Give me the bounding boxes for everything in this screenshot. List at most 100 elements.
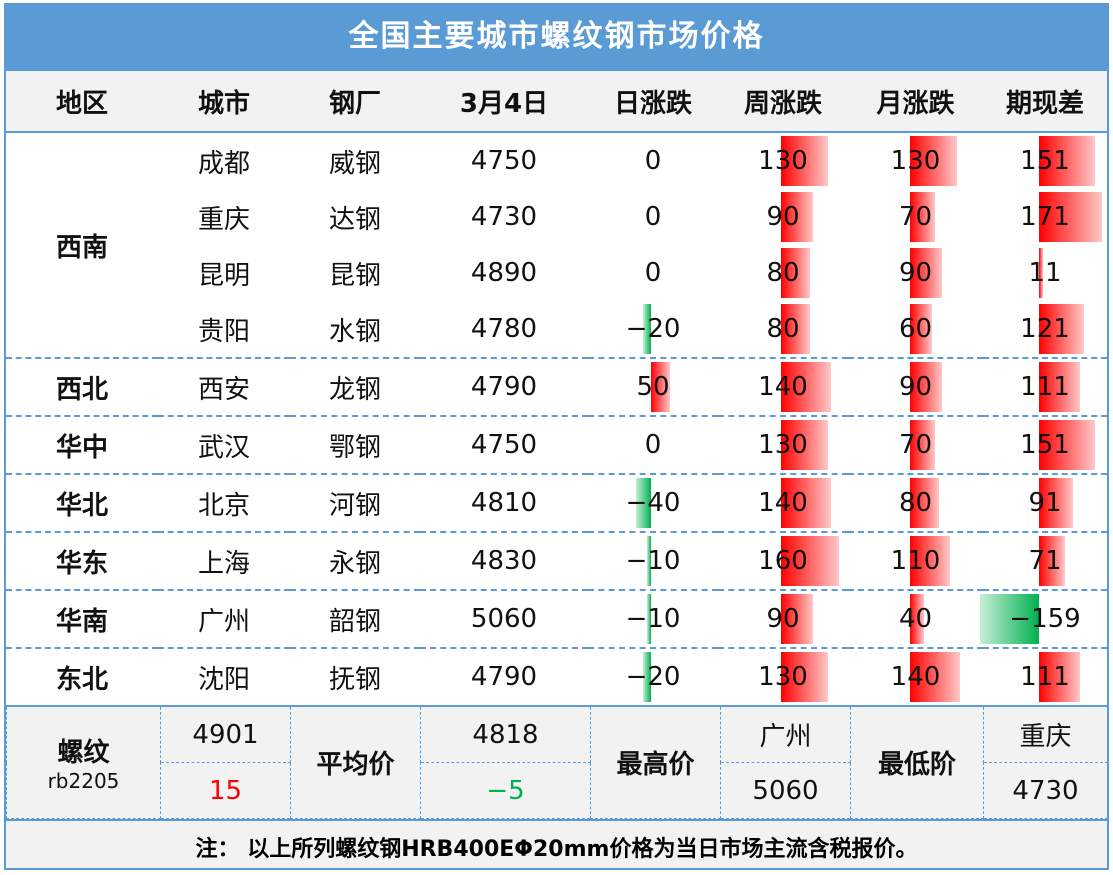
positive-data-bar (910, 536, 950, 586)
day-change-cell: 0 (588, 189, 718, 245)
table-row: 昆明 昆钢 4890 0 80 90 11 (6, 245, 1107, 301)
positive-data-bar (1039, 652, 1081, 702)
change-value: −40 (625, 488, 681, 518)
positive-data-bar (781, 536, 839, 586)
positive-data-bar (781, 362, 832, 412)
region-cell: 华东 (6, 531, 158, 590)
change-value: 70 (898, 430, 933, 460)
day-change-cell: −10 (588, 589, 718, 648)
high-price: 5060 (720, 762, 851, 819)
change-value: −20 (625, 314, 681, 344)
change-value: 40 (898, 604, 933, 634)
month-change-cell: 70 (848, 415, 983, 474)
positive-data-bar (781, 478, 832, 528)
price-table: 地区 城市 钢厂 3月4日 日涨跌 周涨跌 月涨跌 期现差 西南 成都 威钢 4750… (6, 69, 1107, 705)
week-change-cell: 140 (718, 357, 848, 416)
positive-data-bar (910, 362, 943, 412)
mill-cell: 昆钢 (328, 260, 381, 291)
table-row: 西南 成都 威钢 4750 0 130 130 151 (6, 132, 1107, 263)
change-value: 110 (890, 546, 941, 576)
basis-change-cell: −159 (980, 589, 1107, 648)
basis-change-cell: 11 (983, 245, 1107, 301)
futures-code: rb2205 (47, 769, 120, 793)
positive-data-bar (781, 192, 814, 242)
price-cell: 5060 (420, 589, 588, 648)
positive-data-bar (910, 478, 939, 528)
city-cell: 贵阳 (197, 316, 250, 347)
month-change-cell: 70 (848, 189, 983, 245)
header-mill: 钢厂 (290, 69, 420, 133)
positive-data-bar (1039, 536, 1066, 586)
change-value: 80 (898, 488, 933, 518)
positive-data-bar (781, 304, 810, 354)
change-value: 70 (898, 202, 933, 232)
low-city: 重庆 (983, 705, 1107, 763)
positive-data-bar (781, 420, 828, 470)
positive-data-bar (1039, 192, 1103, 242)
change-value: 140 (758, 372, 808, 402)
price-cell: 4780 (470, 314, 538, 344)
change-value: 111 (1020, 662, 1070, 692)
city-cell: 沈阳 (158, 647, 290, 705)
table-title: 全国主要城市螺纹钢市场价格 (6, 5, 1107, 69)
month-change-cell: 110 (848, 531, 983, 590)
change-value: 80 (766, 314, 800, 344)
header-weekly-change: 周涨跌 (718, 69, 848, 133)
price-table-panel: 全国主要城市螺纹钢市场价格 地区 城市 钢厂 3月4日 日涨跌 周涨跌 月涨跌 … (4, 3, 1109, 870)
avg-price: 4818 (420, 705, 591, 763)
change-value: 90 (898, 258, 933, 288)
week-change-cell: 130 (718, 415, 848, 474)
negative-data-bar (643, 304, 651, 354)
positive-data-bar (1039, 136, 1095, 186)
mill-cell: 龙钢 (290, 357, 420, 416)
change-value: 0 (644, 202, 662, 232)
negative-data-bar (647, 594, 651, 644)
basis-change-cell: 171 (983, 189, 1107, 245)
mill-cell: 鄂钢 (290, 415, 420, 474)
region-cell: 华北 (6, 473, 158, 532)
week-change-cell: 130 (718, 132, 848, 189)
month-change-cell: 80 (848, 473, 983, 532)
high-label: 最高价 (590, 705, 721, 819)
basis-change-cell: 111 (983, 647, 1107, 705)
region-cell: 西南 (55, 232, 108, 263)
positive-data-bar (910, 652, 961, 702)
week-change-cell: 80 (718, 301, 848, 358)
header-price: 3月4日 (420, 69, 588, 133)
positive-data-bar (1039, 420, 1095, 470)
table-row: 华南 广州 韶钢 5060 −10 90 40 −159 (6, 589, 1107, 648)
week-change-cell: 90 (718, 189, 848, 245)
table-row: 华北 北京 河钢 4810 −40 140 80 91 (6, 473, 1107, 532)
avg-label: 平均价 (290, 705, 421, 819)
positive-data-bar (651, 362, 670, 412)
low-label: 最低阶 (850, 705, 984, 819)
price-cell: 4750 (420, 415, 588, 474)
change-value: 151 (1020, 146, 1070, 176)
change-value: 80 (766, 258, 800, 288)
price-cell: 4790 (420, 357, 588, 416)
change-value: 71 (1028, 546, 1062, 576)
positive-data-bar (781, 248, 810, 298)
positive-data-bar (1039, 362, 1081, 412)
day-change-cell: −10 (588, 531, 718, 590)
table-row: 西北 西安 龙钢 4790 50 140 90 111 (6, 357, 1107, 416)
high-city: 广州 (720, 705, 851, 763)
week-change-cell: 160 (718, 531, 848, 590)
city-cell: 成都 (197, 148, 250, 179)
day-change-cell: −40 (588, 473, 718, 532)
table-row: 东北 沈阳 抚钢 4790 −20 130 140 111 (6, 647, 1107, 705)
day-change-cell: −20 (588, 301, 718, 358)
header-region: 地区 (6, 69, 158, 133)
region-cell: 华中 (6, 415, 158, 474)
week-change-cell: 140 (718, 473, 848, 532)
change-value: 130 (890, 146, 941, 176)
negative-data-bar (647, 536, 651, 586)
city-cell: 北京 (158, 473, 290, 532)
low-price: 4730 (983, 762, 1107, 819)
change-value: −20 (625, 662, 681, 692)
positive-data-bar (910, 594, 925, 644)
positive-data-bar (1039, 248, 1044, 298)
change-value: −159 (1009, 604, 1081, 634)
price-cell: 4810 (420, 473, 588, 532)
region-cell: 华南 (6, 589, 158, 648)
